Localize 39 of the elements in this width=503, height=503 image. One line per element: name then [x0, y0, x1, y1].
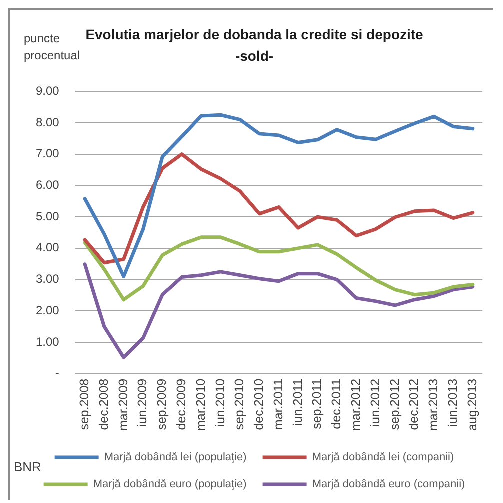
x-tick-label: sep.2011	[310, 378, 324, 430]
x-tick-label: iun.2010	[213, 378, 228, 427]
y-tick-label: 7.00	[36, 146, 60, 161]
chart-subtitle: -sold-	[235, 48, 274, 64]
x-tick-label: iun.2011	[290, 378, 305, 426]
x-tick-label: dec.2012	[407, 378, 422, 430]
x-tick-label: mar.2012	[349, 378, 363, 431]
y-tick-label: -	[55, 366, 60, 380]
y-tick-label: 8.00	[36, 115, 60, 130]
x-tick-label: aug.2013	[465, 378, 480, 432]
x-tick-label: sep.2008	[78, 378, 92, 430]
y-tick-label: 9.00	[36, 84, 60, 98]
x-tick-label: mar.2010	[194, 378, 208, 431]
y-axis-title: puncte procentual	[24, 31, 80, 62]
x-tick-label: dec.2011	[330, 378, 344, 430]
x-tick-label: iun.2013	[446, 378, 460, 427]
x-tick-label: sep.2010	[232, 378, 247, 430]
x-tick-label: iun.2009	[136, 378, 150, 427]
x-tick-label: iun.2012	[368, 378, 382, 427]
x-tick-label: sep.2012	[388, 378, 402, 430]
chart-title: Evolutia marjelor de dobanda la credite si depozite	[86, 26, 424, 42]
y-tick-label: 5.00	[36, 209, 60, 224]
legend-label: Marjă dobândă lei (populaţie)	[104, 452, 247, 464]
x-tick-label: mar.2011	[271, 378, 286, 430]
x-tick-label: dec.2008	[96, 378, 111, 430]
x-tick-label: dec.2009	[174, 378, 188, 430]
legend-label: Marjă dobândă euro (companii)	[312, 478, 466, 491]
y-tick-label: 4.00	[36, 240, 60, 255]
x-tick-label: mar.2009	[116, 378, 130, 431]
x-tick-label: dec.2010	[252, 378, 266, 430]
x-tick-label: sep.2009	[155, 378, 170, 430]
y-tick-label: 2.00	[36, 303, 60, 318]
x-tick-label: mar.2013	[426, 378, 441, 431]
y-tick-label: 1.00	[36, 334, 60, 349]
text: BNR	[14, 460, 42, 475]
legend-label: Marjă dobândă lei (companii)	[312, 452, 454, 464]
y-tick-label: 6.00	[36, 178, 60, 192]
y-tick-label: 3.00	[36, 272, 60, 286]
legend-label: Marjă dobândă euro (populaţie)	[93, 478, 247, 491]
